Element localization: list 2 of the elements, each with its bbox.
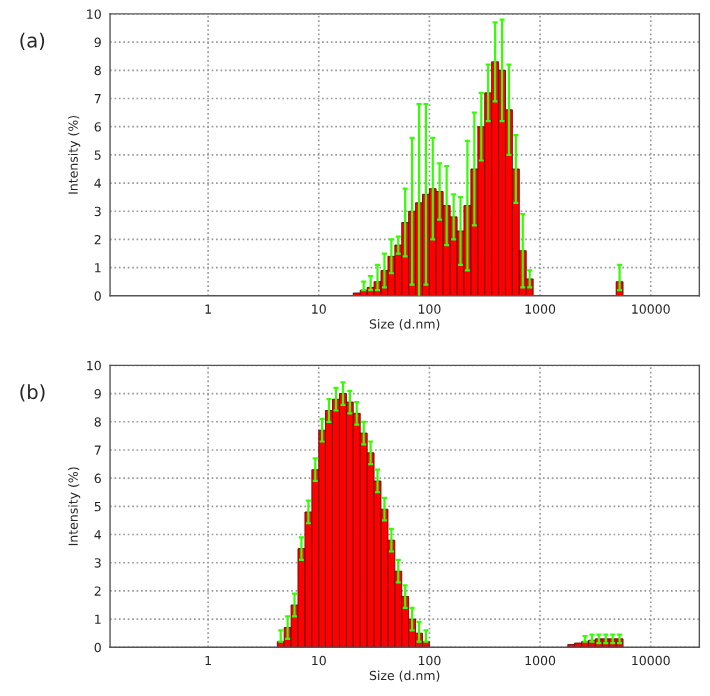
text: (a)	[20, 32, 45, 51]
text: (b)	[20, 384, 45, 402]
